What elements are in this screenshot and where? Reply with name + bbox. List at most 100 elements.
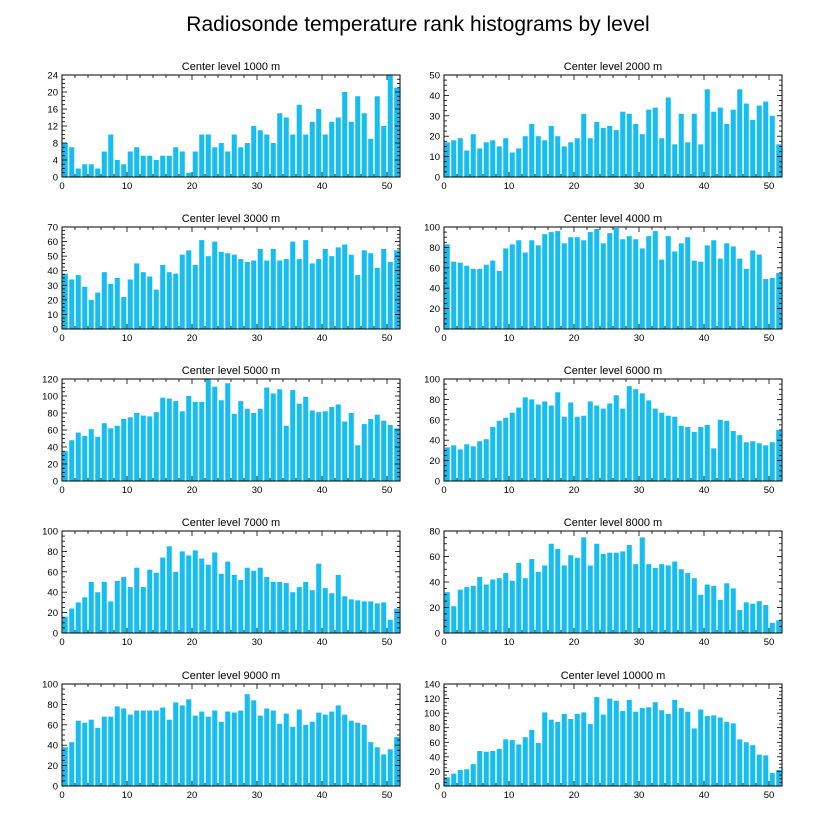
bar xyxy=(600,714,606,786)
bar xyxy=(121,418,127,481)
bar xyxy=(329,121,335,177)
bar xyxy=(542,401,548,481)
bar xyxy=(483,751,489,786)
bar xyxy=(769,622,775,633)
bar xyxy=(763,101,769,177)
bar xyxy=(717,107,723,177)
bar xyxy=(678,708,684,786)
bar xyxy=(464,587,470,633)
x-tick-label: 30 xyxy=(634,181,645,192)
bar xyxy=(270,143,276,177)
y-tick-label: 100 xyxy=(424,709,440,720)
bar xyxy=(490,260,496,329)
bar xyxy=(296,259,302,329)
bar xyxy=(717,258,723,329)
bar xyxy=(231,574,237,633)
y-tick-label: 60 xyxy=(47,567,58,578)
bar xyxy=(108,134,114,177)
x-tick-label: 20 xyxy=(187,637,198,648)
bar xyxy=(470,268,476,329)
bar xyxy=(633,564,639,633)
bar xyxy=(186,555,192,633)
y-tick-label: 0 xyxy=(435,629,440,640)
bar xyxy=(134,413,140,481)
y-tick-label: 0 xyxy=(53,629,58,640)
bar xyxy=(374,414,380,481)
bar xyxy=(457,138,463,177)
bar xyxy=(69,608,75,633)
bar xyxy=(633,711,639,786)
x-tick-label: 50 xyxy=(382,790,393,801)
bar xyxy=(218,573,224,633)
bar xyxy=(69,147,75,177)
bar xyxy=(730,109,736,177)
bar xyxy=(244,261,250,329)
bar xyxy=(724,123,730,177)
bar xyxy=(257,567,263,633)
bar xyxy=(342,421,348,481)
bar xyxy=(470,585,476,633)
y-tick-label: 40 xyxy=(429,91,440,102)
y-tick-label: 80 xyxy=(429,723,440,734)
x-tick-label: 30 xyxy=(634,485,645,496)
bar xyxy=(62,616,68,633)
bar xyxy=(244,408,250,481)
bar xyxy=(451,261,457,329)
bar xyxy=(548,543,554,633)
y-tick-label: 4 xyxy=(53,156,58,167)
bar xyxy=(348,720,354,786)
y-tick-label: 40 xyxy=(47,741,58,752)
bar xyxy=(212,241,218,329)
y-tick-label: 100 xyxy=(42,392,58,403)
bar xyxy=(75,720,81,786)
bar xyxy=(348,599,354,633)
bar xyxy=(134,263,140,329)
bar xyxy=(322,411,328,481)
bar xyxy=(490,140,496,177)
x-tick-label: 40 xyxy=(699,485,710,496)
bar xyxy=(173,147,179,177)
x-tick-label: 30 xyxy=(634,637,645,648)
bar xyxy=(659,259,665,329)
bar xyxy=(574,557,580,633)
bar xyxy=(277,723,283,786)
bar xyxy=(490,751,496,786)
bar xyxy=(342,596,348,633)
bar xyxy=(542,140,548,177)
bar xyxy=(75,432,81,481)
bar xyxy=(166,546,172,633)
x-tick-label: 0 xyxy=(59,637,64,648)
y-tick-label: 80 xyxy=(47,700,58,711)
y-tick-label: 60 xyxy=(429,415,440,426)
bar xyxy=(535,571,541,633)
bar xyxy=(542,712,548,786)
bar xyxy=(283,713,289,786)
bar xyxy=(769,115,775,177)
bar xyxy=(335,404,341,481)
x-tick-label: 50 xyxy=(764,790,775,801)
bar xyxy=(711,715,717,786)
bar xyxy=(568,402,574,481)
bar xyxy=(737,610,743,633)
bar xyxy=(451,140,457,177)
bar xyxy=(776,430,782,481)
bar xyxy=(329,593,335,633)
bar xyxy=(303,582,309,633)
bar xyxy=(730,588,736,634)
bar xyxy=(743,103,749,177)
bar xyxy=(639,708,645,786)
bar xyxy=(711,585,717,633)
x-tick-label: 10 xyxy=(122,790,133,801)
bar xyxy=(166,719,172,786)
bar xyxy=(186,172,192,177)
x-tick-label: 50 xyxy=(764,637,775,648)
bar xyxy=(548,126,554,177)
bar xyxy=(691,432,697,481)
bar xyxy=(160,707,166,786)
bar xyxy=(587,565,593,633)
bar xyxy=(665,236,671,329)
x-tick-label: 30 xyxy=(634,790,645,801)
bar xyxy=(231,134,237,177)
y-tick-label: 60 xyxy=(429,738,440,749)
bar xyxy=(309,410,315,481)
